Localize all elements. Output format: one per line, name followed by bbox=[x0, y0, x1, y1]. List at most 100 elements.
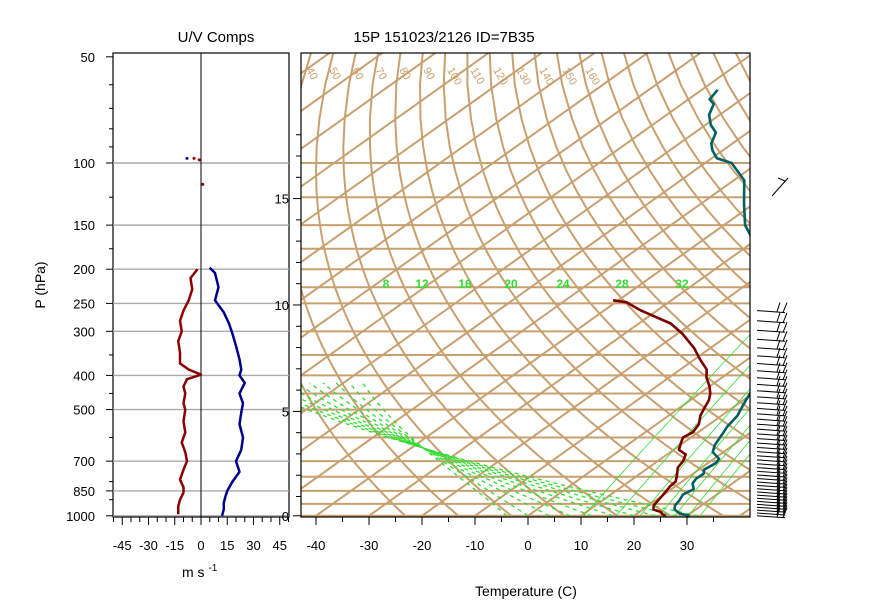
wind-barb-flag bbox=[782, 312, 788, 323]
temperature-tick-label: 30 bbox=[680, 538, 694, 553]
isotherm-line bbox=[630, 431, 750, 517]
wind-u-point bbox=[192, 156, 196, 160]
wind-barb-flag bbox=[782, 322, 788, 333]
dry-adiabat-line bbox=[622, 53, 750, 258]
dry-adiabat-line bbox=[578, 53, 750, 320]
skewt-panel-title: 15P 151023/2126 ID=7B35 bbox=[353, 29, 534, 46]
temperature-tick-label: 20 bbox=[627, 538, 641, 553]
wind-barb-flag bbox=[777, 177, 786, 182]
pressure-tick-label: 150 bbox=[73, 218, 95, 233]
temperature-tick-label: -10 bbox=[466, 538, 485, 553]
theta-label: 40 bbox=[303, 66, 320, 83]
moist-adiabat-line bbox=[322, 382, 571, 517]
wind-unit-exponent: -1 bbox=[208, 563, 217, 574]
wind-barb-staff bbox=[756, 455, 786, 459]
wind-barb-flag bbox=[776, 400, 781, 410]
isotherm-line bbox=[736, 507, 750, 517]
mixing-ratio-label: 12 bbox=[415, 277, 429, 291]
pressure-tick-label: 300 bbox=[73, 324, 95, 339]
wind-barb-staff bbox=[756, 377, 786, 381]
wind-barb-flag bbox=[782, 443, 788, 454]
wind-barb-flag bbox=[776, 394, 781, 404]
temperature-axis-label: Temperature (C) bbox=[475, 583, 577, 599]
wind-barb-flag bbox=[782, 416, 788, 427]
wind-barb-flag bbox=[782, 410, 788, 422]
wind-barb-staff bbox=[756, 413, 786, 417]
mixing-ratio-line bbox=[658, 408, 750, 517]
wind-barb-flag bbox=[782, 302, 788, 313]
pressure-tick-label: 250 bbox=[73, 296, 95, 311]
wind-barb-flag bbox=[776, 470, 781, 480]
dry-adiabat-line bbox=[368, 53, 621, 517]
wind-barb-staff bbox=[756, 509, 786, 513]
wind-barb-staff bbox=[756, 446, 786, 450]
wind-barb-flag bbox=[776, 466, 781, 477]
wind-barb-flag bbox=[776, 443, 781, 453]
wind-x-tick-label: 30 bbox=[246, 538, 260, 553]
isotherm-line bbox=[783, 23, 887, 524]
wind-x-tick-label: -30 bbox=[139, 538, 158, 553]
wind-barb-flag bbox=[782, 486, 788, 498]
moist-adiabat-line bbox=[301, 406, 698, 517]
wind-barb-staff bbox=[756, 503, 786, 507]
wind-barb-staff bbox=[756, 355, 786, 359]
dry-adiabat-line bbox=[734, 53, 750, 84]
wind-barb-flag bbox=[782, 466, 788, 478]
mixing-ratio-label: 20 bbox=[504, 277, 518, 291]
isotherm-line bbox=[301, 91, 750, 415]
dry-adiabat-line bbox=[751, 41, 887, 524]
wind-v-point bbox=[185, 156, 189, 160]
wind-barb-flag bbox=[782, 376, 788, 387]
pressure-tick-label: 1000 bbox=[66, 509, 95, 524]
isotherm-line bbox=[301, 129, 750, 453]
pressure-tick-label: 400 bbox=[73, 368, 95, 383]
wind-barb-staff bbox=[756, 506, 786, 510]
mixing-ratio-line bbox=[699, 453, 750, 517]
wind-barb-flag bbox=[782, 451, 788, 463]
isotherm-line bbox=[301, 167, 750, 490]
wind-barb-staff bbox=[756, 433, 786, 437]
pressure-tick-label: 200 bbox=[73, 262, 95, 277]
wind-barb-flag bbox=[776, 331, 781, 341]
theta-label: 110 bbox=[467, 66, 486, 87]
moist-adiabat-line bbox=[301, 402, 677, 517]
wind-x-tick-label: 15 bbox=[220, 538, 234, 553]
dry-adiabat-line bbox=[712, 53, 750, 123]
temperature-tick-label: 10 bbox=[574, 538, 588, 553]
wind-barb-flag bbox=[776, 362, 781, 372]
wind-barb-flag bbox=[776, 480, 781, 490]
dry-adiabat-line bbox=[600, 53, 750, 289]
wind-barb-flag bbox=[782, 405, 788, 417]
wind-barb-flag bbox=[782, 382, 788, 393]
theta-label: 70 bbox=[372, 66, 389, 83]
wind-x-tick-label: 0 bbox=[197, 538, 204, 553]
mixing-ratio-line bbox=[639, 388, 750, 517]
wind-barb-staff bbox=[756, 491, 786, 495]
wind-barb-flag bbox=[782, 463, 788, 474]
wind-barb-staff bbox=[771, 177, 789, 197]
wind-barb-flag bbox=[782, 480, 788, 491]
wind-barb-flag bbox=[776, 483, 781, 494]
isotherm-line bbox=[301, 53, 438, 151]
dry-adiabat-line bbox=[466, 53, 750, 471]
wind-barb-staff bbox=[756, 396, 786, 400]
wind-barb-flag bbox=[782, 473, 788, 485]
mixing-ratio-label: 32 bbox=[675, 277, 689, 291]
pressure-tick-label: 50 bbox=[81, 50, 95, 65]
wind-barb-flag bbox=[782, 447, 788, 458]
wind-barb-staff bbox=[756, 442, 786, 446]
wind-barb-staff bbox=[756, 470, 786, 474]
wind-barb-flag bbox=[782, 355, 788, 366]
wind-barb-staff bbox=[756, 438, 786, 442]
wind-unit-label: m s -1 bbox=[182, 563, 218, 580]
wind-barb-flag bbox=[776, 463, 781, 473]
wind-barb-staff bbox=[756, 459, 786, 463]
wind-u-point bbox=[201, 182, 205, 186]
wind-barb-staff bbox=[756, 428, 786, 432]
dry-adiabat-line bbox=[314, 53, 515, 517]
isotherm-line bbox=[312, 205, 750, 517]
wind-barb-staff bbox=[756, 329, 786, 333]
pressure-tick-label: 100 bbox=[73, 156, 95, 171]
dry-adiabat-line bbox=[342, 53, 568, 517]
